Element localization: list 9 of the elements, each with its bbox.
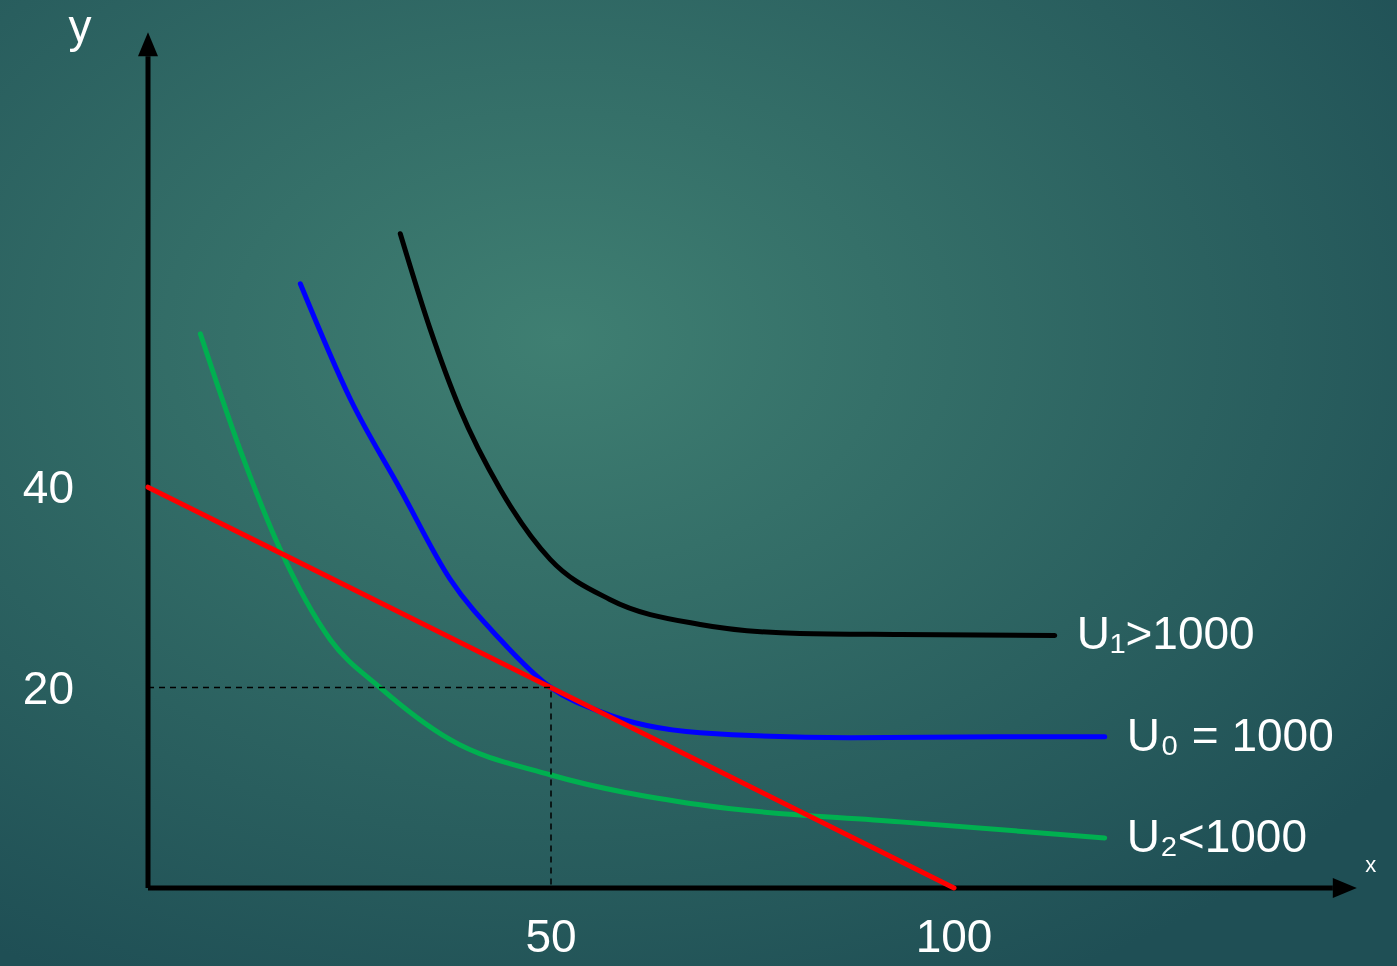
y-axis-title: y [68,0,92,53]
series-label: U₂<1000 [1126,809,1307,862]
series-label: U₁>1000 [1076,607,1255,660]
series-label: U₀ = 1000 [1126,708,1334,761]
x-axis-title: x [1365,852,1377,877]
y-tick-label: 40 [22,461,74,514]
y-tick-label: 20 [22,661,74,714]
x-tick-label: 50 [525,910,577,962]
x-tick-label: 100 [915,910,993,962]
